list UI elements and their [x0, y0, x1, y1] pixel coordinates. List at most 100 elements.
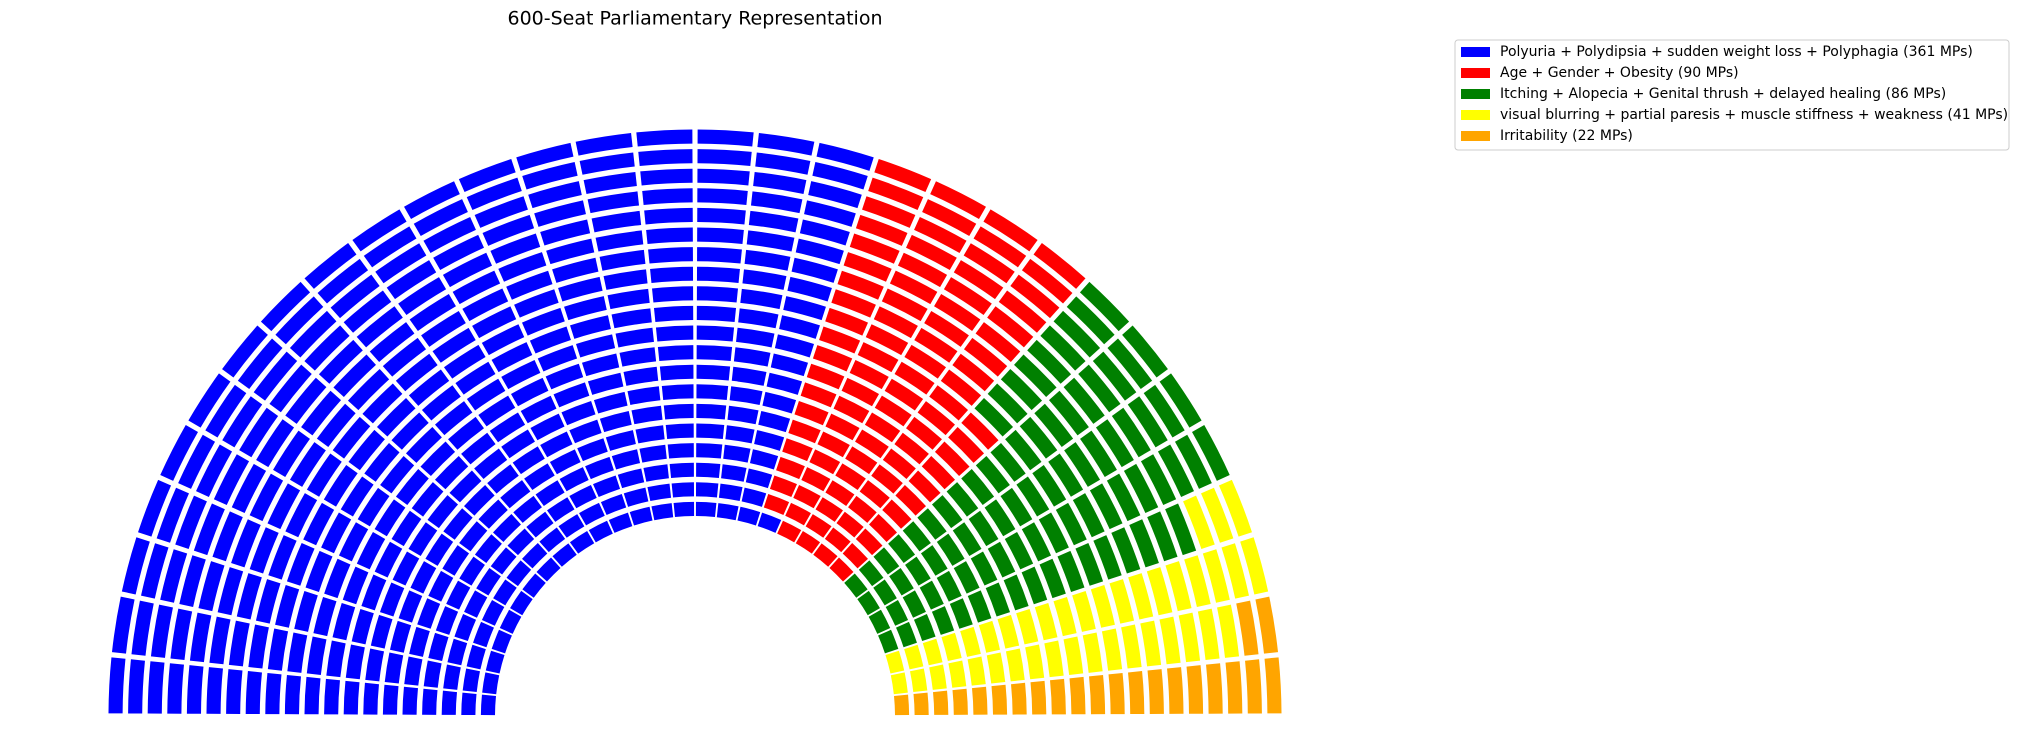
- seat: [466, 644, 486, 670]
- seat: [267, 483, 301, 530]
- seat: [395, 469, 429, 505]
- seat: [697, 247, 742, 264]
- seat: [421, 385, 461, 421]
- seat: [213, 454, 250, 505]
- seat: [193, 503, 225, 556]
- seat: [857, 342, 899, 373]
- seat: [591, 210, 642, 233]
- seat: [696, 364, 731, 381]
- seat: [485, 650, 505, 674]
- seat: [908, 470, 941, 503]
- seat: [267, 628, 289, 671]
- seat: [490, 233, 541, 264]
- seat: [657, 345, 694, 361]
- seat: [402, 686, 418, 715]
- seat: [326, 640, 346, 678]
- seat: [599, 249, 646, 271]
- seat: [731, 366, 767, 386]
- seat: [757, 512, 782, 533]
- seat: [474, 196, 528, 228]
- seat: [392, 551, 420, 586]
- seat: [160, 549, 188, 603]
- seat: [952, 688, 968, 715]
- seat: [384, 652, 404, 684]
- seat: [1019, 416, 1058, 459]
- seat: [318, 339, 363, 384]
- seat: [1082, 632, 1103, 673]
- seat: [581, 353, 620, 377]
- seat: [884, 378, 924, 411]
- seat: [967, 590, 992, 623]
- seat: [646, 227, 693, 244]
- seat: [794, 400, 829, 426]
- seat: [540, 219, 591, 246]
- seat: [782, 438, 813, 462]
- seat: [530, 413, 565, 441]
- seat: [1095, 419, 1134, 468]
- seat: [716, 503, 739, 521]
- seat: [1225, 661, 1243, 714]
- seat: [1109, 579, 1135, 624]
- seat: [696, 384, 729, 400]
- seat: [1129, 519, 1159, 568]
- seat: [111, 596, 135, 654]
- seat: [762, 391, 797, 414]
- seat: [205, 384, 247, 438]
- seat: [175, 495, 207, 549]
- seat: [813, 543, 838, 567]
- seat: [936, 533, 965, 566]
- seat: [513, 495, 542, 523]
- seat: [1245, 659, 1262, 714]
- seat: [744, 249, 791, 271]
- seat: [643, 464, 669, 482]
- seat: [198, 561, 225, 612]
- seat: [324, 558, 351, 599]
- seat: [1218, 479, 1252, 537]
- seat: [305, 550, 333, 592]
- seat: [245, 671, 262, 715]
- seat: [506, 560, 532, 587]
- seat: [583, 171, 637, 194]
- seat: [1146, 567, 1173, 616]
- seat: [1072, 493, 1105, 538]
- seat: [363, 226, 417, 268]
- seat: [953, 561, 980, 594]
- seat: [330, 274, 380, 319]
- seat: [848, 495, 877, 523]
- seat: [770, 353, 809, 377]
- legend-swatch: [1461, 47, 1490, 57]
- seat: [864, 412, 901, 443]
- seat: [1089, 483, 1123, 530]
- seat: [1159, 616, 1181, 665]
- seat: [404, 181, 460, 219]
- seat: [537, 345, 578, 372]
- seat: [753, 171, 807, 194]
- seat: [178, 434, 216, 489]
- seat: [552, 257, 599, 283]
- seat: [226, 669, 243, 714]
- seat: [799, 219, 850, 246]
- seat: [806, 363, 845, 390]
- seat: [466, 378, 506, 411]
- seat: [931, 606, 955, 635]
- seat: [888, 534, 916, 563]
- seat: [461, 692, 477, 716]
- seat: [303, 502, 335, 546]
- seat: [179, 555, 206, 607]
- seat: [423, 217, 476, 254]
- seat: [697, 207, 746, 225]
- seat: [696, 266, 740, 283]
- seat: [906, 234, 957, 271]
- seat: [285, 493, 318, 538]
- seat: [902, 521, 931, 552]
- seat: [391, 412, 429, 450]
- seat: [824, 527, 851, 553]
- seat: [420, 441, 456, 477]
- seat: [607, 288, 650, 310]
- seat: [499, 609, 522, 634]
- seat: [1236, 600, 1259, 656]
- seat: [825, 413, 860, 441]
- seat: [321, 512, 352, 554]
- seat: [1078, 364, 1121, 413]
- seat: [859, 480, 890, 509]
